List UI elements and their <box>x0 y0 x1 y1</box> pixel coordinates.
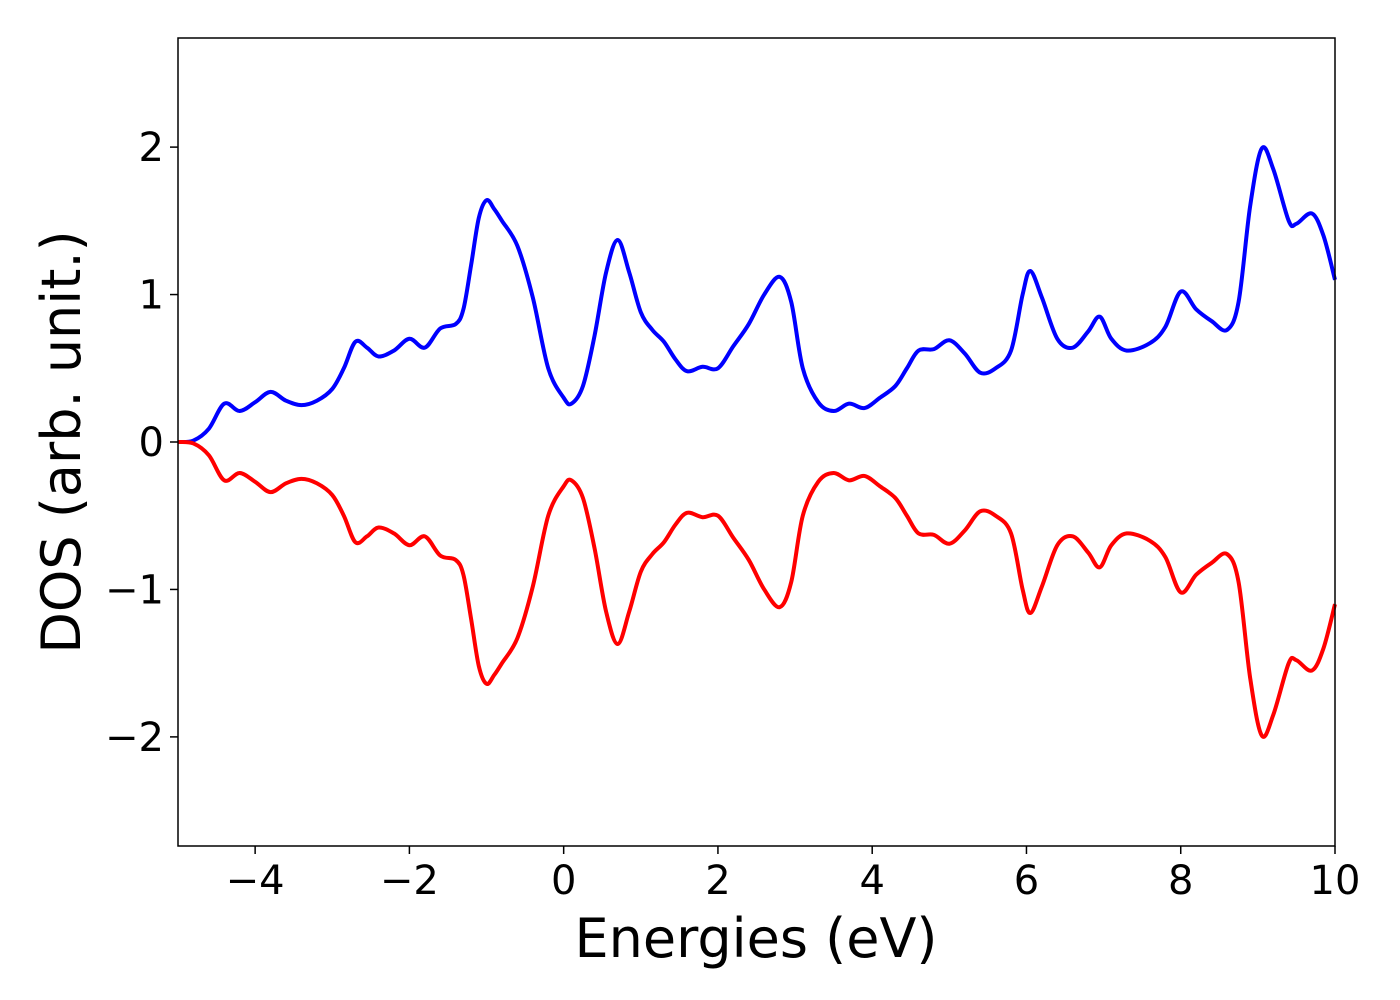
x-tick-label: −4 <box>226 858 285 904</box>
y-axis-label: DOS (arb. unit.) <box>30 230 93 653</box>
x-axis-label: Energies (eV) <box>575 907 938 970</box>
y-tick-label: −2 <box>105 715 164 761</box>
x-tick-label: 0 <box>551 858 576 904</box>
x-tick-label: 2 <box>705 858 730 904</box>
y-tick-label: 1 <box>139 273 164 319</box>
plot-frame <box>177 37 1336 847</box>
x-tick-label: 8 <box>1168 858 1193 904</box>
y-tick-label: 0 <box>139 420 164 466</box>
x-tick-label: 6 <box>1014 858 1039 904</box>
x-tick-label: 4 <box>859 858 884 904</box>
y-tick-label: 2 <box>139 125 164 171</box>
y-tick-label: −1 <box>105 567 164 613</box>
dos-line <box>177 439 1337 739</box>
x-tick-label: −2 <box>380 858 439 904</box>
x-tick-label: 10 <box>1310 858 1361 904</box>
dos-line <box>177 145 1337 445</box>
